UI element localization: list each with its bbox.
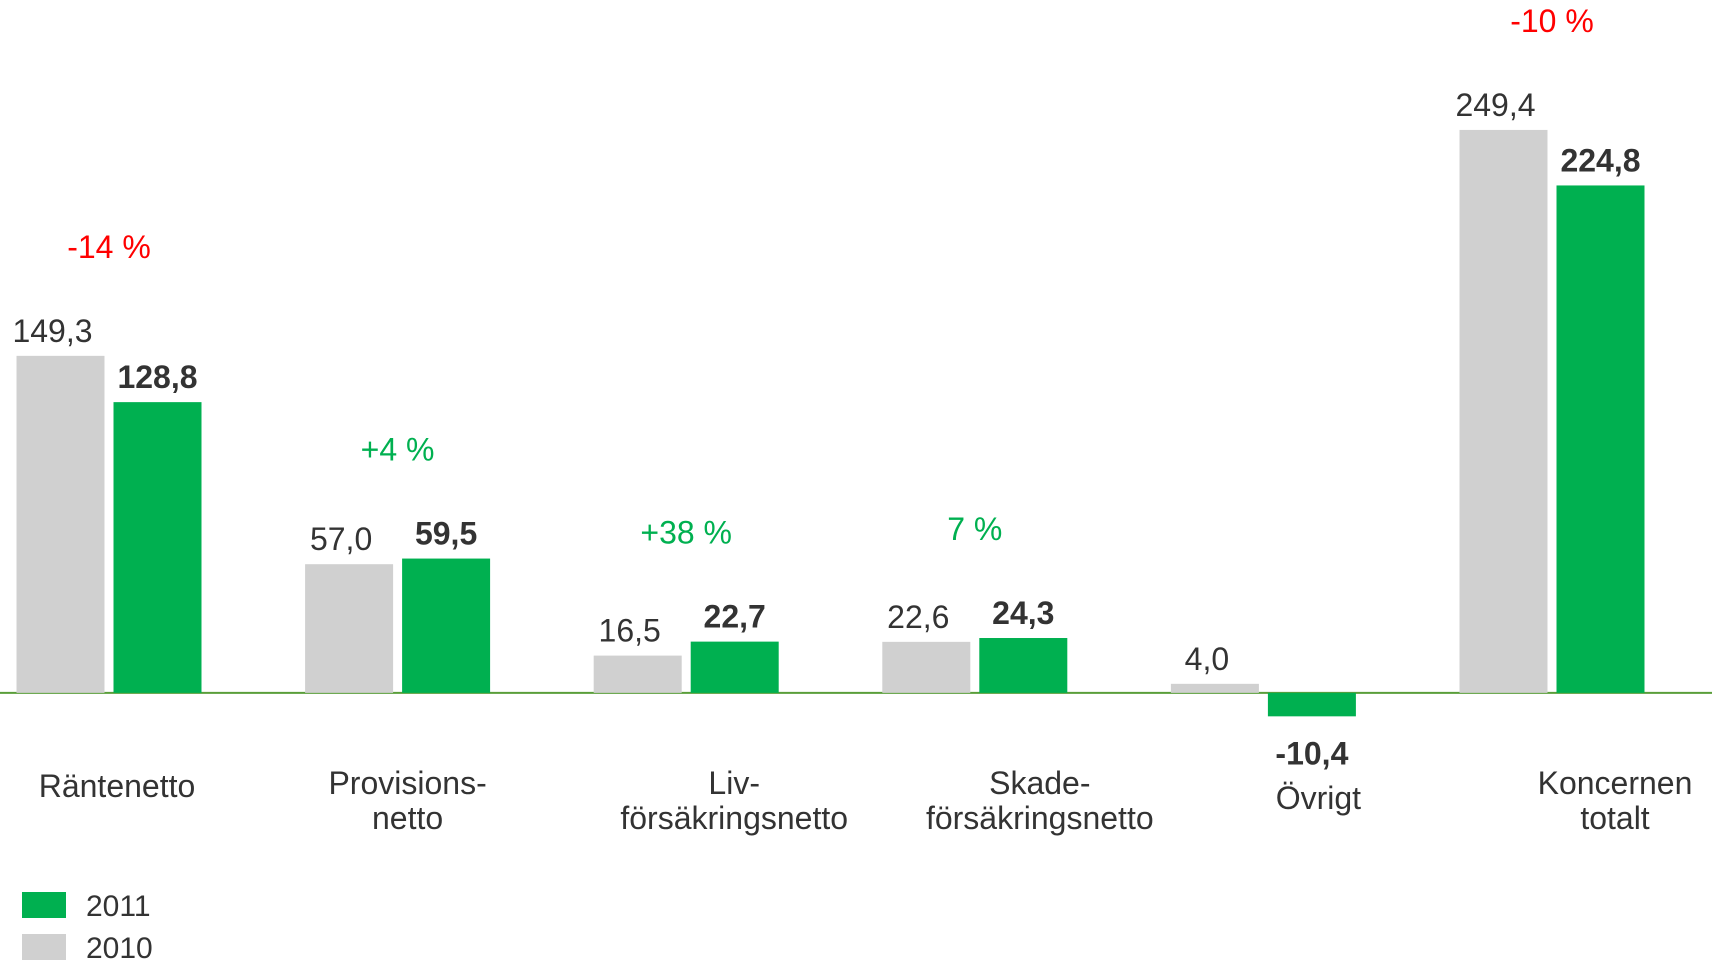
x-tick-label: Övrigt	[1276, 780, 1361, 816]
legend-swatch	[22, 892, 66, 918]
value-label: 22,7	[704, 599, 766, 635]
value-label: 57,0	[310, 521, 372, 557]
value-label: 22,6	[887, 599, 949, 635]
x-tick-label: försäkringsnetto	[620, 800, 848, 836]
x-tick-label: Provisions-	[328, 765, 486, 801]
change-label: -14 %	[67, 229, 151, 265]
value-label: 224,8	[1560, 142, 1640, 178]
bar	[1556, 185, 1645, 693]
value-label: 128,8	[117, 359, 197, 395]
x-tick-label: försäkringsnetto	[926, 800, 1154, 836]
change-label: +38 %	[640, 515, 732, 551]
value-label: 249,4	[1455, 87, 1535, 123]
value-label: -10,4	[1275, 735, 1348, 771]
bar	[593, 655, 682, 693]
legend-swatch	[22, 934, 66, 960]
x-tick-label: Räntenetto	[39, 768, 196, 804]
bar	[305, 564, 394, 693]
bar	[16, 355, 105, 693]
bar	[882, 641, 971, 693]
bar	[979, 638, 1068, 693]
x-tick-label: Koncernen	[1538, 765, 1693, 801]
bar	[113, 402, 202, 693]
bar	[1170, 683, 1259, 693]
value-label: 16,5	[599, 613, 661, 649]
bar	[1459, 129, 1548, 693]
x-tick-label: netto	[372, 800, 443, 836]
bar	[690, 641, 779, 693]
change-label: +4 %	[361, 432, 435, 468]
change-label: -10 %	[1510, 3, 1594, 39]
value-label: 149,3	[12, 313, 92, 349]
change-label: 7 %	[947, 511, 1002, 547]
bar	[1267, 692, 1356, 717]
value-label: 4,0	[1185, 641, 1229, 677]
x-tick-label: Liv-	[708, 765, 760, 801]
legend-label: 2010	[86, 932, 153, 963]
x-tick-label: totalt	[1580, 800, 1649, 836]
value-label: 59,5	[415, 516, 477, 552]
legend-label: 2011	[86, 890, 151, 923]
x-tick-label: Skade-	[989, 765, 1090, 801]
value-label: 24,3	[992, 595, 1054, 631]
bar	[402, 558, 491, 693]
